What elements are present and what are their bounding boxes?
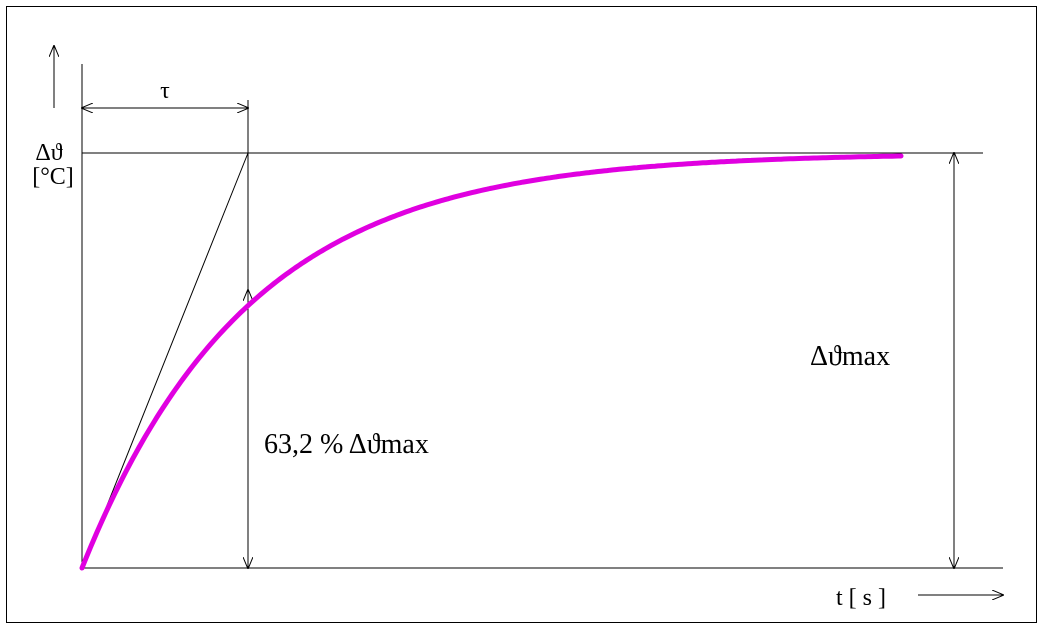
x-axis-label: t [ s ] <box>836 585 886 611</box>
response-curve <box>79 153 904 571</box>
max-label: Δϑmax <box>810 341 890 372</box>
tau-label: τ <box>160 78 170 104</box>
y-axis-label-symbol: Δϑ <box>35 140 62 166</box>
y-axis-label-unit: [°C] <box>32 164 74 190</box>
percent-label: 63,2 % Δϑmax <box>264 429 429 460</box>
